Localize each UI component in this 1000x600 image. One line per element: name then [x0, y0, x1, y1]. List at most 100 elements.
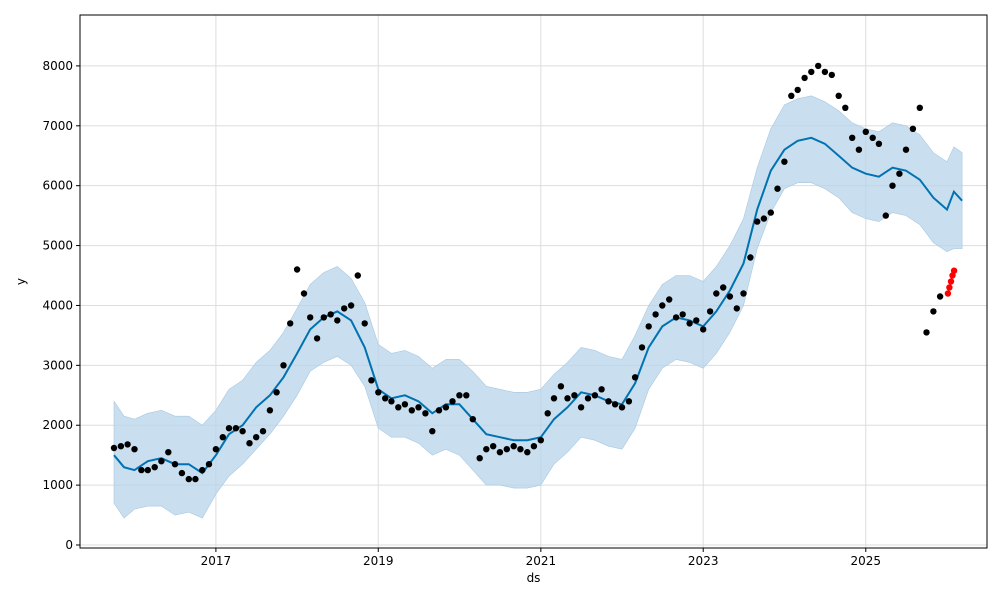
- observed-point: [117, 443, 125, 450]
- observed-point: [205, 461, 213, 468]
- observed-point: [476, 455, 483, 462]
- observed-point: [199, 466, 206, 474]
- observed-point: [259, 428, 267, 435]
- y-axis: 0 1000 2000 3000 4000 5000 6000 7000 8000: [42, 59, 80, 552]
- observed-point: [896, 170, 903, 177]
- observed-point: [767, 209, 774, 216]
- observed-point: [916, 104, 923, 112]
- observed-point: [700, 326, 707, 333]
- observed-point: [828, 71, 835, 79]
- x-axis: 2017 2019 2021 2023 2025: [201, 548, 881, 568]
- y-tick-label: 7000: [42, 119, 73, 133]
- observed-point: [361, 320, 368, 327]
- recent-point: [950, 267, 958, 274]
- y-tick-label: 1000: [42, 478, 73, 492]
- observed-point: [517, 446, 524, 453]
- observed-point: [185, 475, 192, 483]
- y-tick-label: 5000: [42, 239, 73, 253]
- observed-point: [151, 464, 158, 471]
- observed-point: [524, 449, 531, 456]
- observed-point: [280, 362, 287, 369]
- observed-point: [740, 290, 747, 297]
- observed-point: [835, 92, 842, 100]
- observed-point: [801, 74, 808, 82]
- uncertainty-band: [113, 95, 963, 519]
- observed-point: [375, 389, 382, 396]
- observed-point: [550, 395, 558, 402]
- x-tick-label: 2019: [363, 554, 394, 568]
- observed-point: [760, 215, 768, 222]
- observed-point: [713, 290, 720, 297]
- observed-point: [225, 425, 233, 432]
- observed-point: [435, 407, 443, 414]
- observed-point: [449, 398, 456, 405]
- observed-point: [327, 311, 334, 318]
- observed-point: [849, 134, 856, 141]
- y-tick-label: 0: [65, 538, 73, 552]
- observed-point: [239, 428, 246, 435]
- observed-point: [733, 305, 740, 312]
- recent-point: [944, 290, 952, 297]
- observed-point: [293, 266, 301, 273]
- observed-point: [313, 335, 321, 342]
- observed-point: [781, 158, 788, 165]
- x-tick-label: 2017: [201, 554, 232, 568]
- observed-point: [503, 446, 510, 453]
- observed-point: [287, 320, 294, 327]
- observed-point: [598, 386, 605, 393]
- observed-point: [855, 146, 863, 153]
- observed-point: [902, 146, 910, 153]
- observed-point: [246, 440, 253, 447]
- observed-point: [401, 401, 409, 408]
- observed-point: [212, 446, 220, 453]
- observed-point: [815, 62, 822, 70]
- observed-point: [442, 404, 450, 411]
- observed-point: [726, 293, 734, 300]
- y-tick-label: 4000: [42, 298, 73, 312]
- observed-point: [496, 449, 504, 456]
- y-tick-label: 8000: [42, 59, 73, 73]
- observed-point: [415, 404, 422, 411]
- observed-point: [605, 398, 612, 405]
- y-axis-label: y: [14, 278, 28, 285]
- observed-point: [875, 140, 883, 147]
- observed-point: [869, 134, 876, 141]
- observed-point: [124, 441, 131, 448]
- observed-point: [611, 401, 619, 408]
- observed-point: [638, 344, 646, 351]
- y-tick-label: 2000: [42, 418, 73, 432]
- observed-point: [510, 443, 517, 450]
- observed-point: [178, 469, 186, 477]
- observed-point: [659, 302, 666, 309]
- recent-points: [944, 267, 958, 297]
- observed-point: [131, 446, 138, 453]
- observed-point: [652, 311, 659, 318]
- observed-point: [165, 449, 172, 456]
- x-tick-label: 2023: [688, 554, 719, 568]
- observed-point: [584, 395, 592, 402]
- observed-point: [530, 443, 538, 450]
- observed-point: [463, 392, 470, 399]
- x-axis-label: ds: [527, 571, 541, 585]
- observed-point: [631, 374, 639, 381]
- observed-point: [889, 182, 896, 189]
- observed-point: [110, 444, 118, 452]
- observed-point: [388, 398, 395, 405]
- x-tick-label: 2021: [526, 554, 557, 568]
- observed-point: [930, 308, 937, 315]
- observed-point: [483, 446, 490, 453]
- observed-point: [232, 425, 240, 432]
- observed-point: [334, 317, 341, 324]
- observed-point: [625, 398, 633, 405]
- observed-point: [408, 407, 415, 414]
- observed-point: [266, 407, 274, 414]
- observed-point: [591, 392, 599, 399]
- observed-point: [307, 314, 314, 321]
- observed-point: [672, 314, 680, 321]
- observed-point: [754, 218, 761, 225]
- observed-point: [469, 416, 476, 423]
- observed-point: [577, 404, 585, 411]
- observed-point: [645, 323, 652, 330]
